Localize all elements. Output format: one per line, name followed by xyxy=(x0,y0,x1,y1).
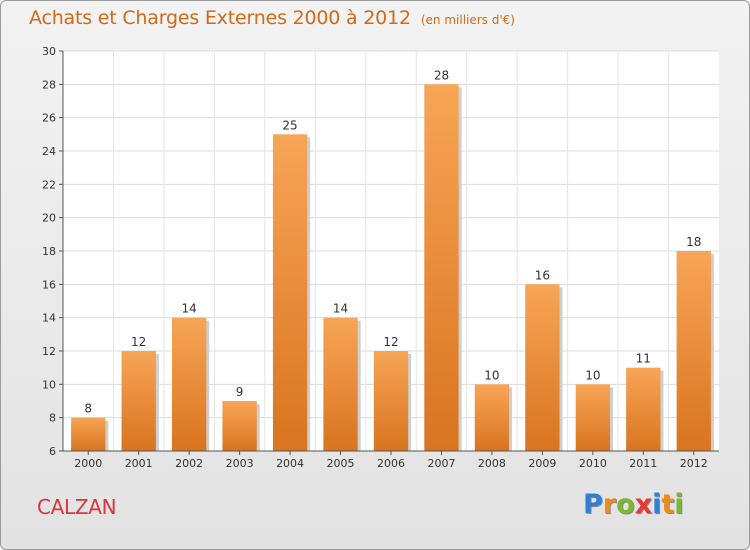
x-tick-label: 2006 xyxy=(377,457,405,470)
bar xyxy=(121,351,156,451)
bar xyxy=(525,284,560,451)
chart-subtitle: (en milliers d'€) xyxy=(420,13,515,27)
x-tick-label: 2000 xyxy=(74,457,102,470)
x-tick-label: 2011 xyxy=(629,457,657,470)
data-label: 25 xyxy=(282,118,297,132)
logo-letter: i xyxy=(652,489,662,520)
chart-title: Achats et Charges Externes 2000 à 2012 xyxy=(29,7,411,29)
data-label: 8 xyxy=(84,402,92,416)
y-tick-label: 10 xyxy=(42,378,56,391)
x-tick-label: 2003 xyxy=(226,457,254,470)
x-tick-label: 2008 xyxy=(478,457,506,470)
data-label: 10 xyxy=(484,368,499,382)
data-label: 28 xyxy=(434,68,449,82)
bar xyxy=(323,317,358,451)
bar xyxy=(71,417,106,451)
data-label: 14 xyxy=(333,302,348,316)
y-tick-label: 22 xyxy=(42,178,56,191)
x-tick-label: 2009 xyxy=(528,457,556,470)
y-tick-label: 24 xyxy=(42,145,56,158)
data-label: 12 xyxy=(383,335,398,349)
bar xyxy=(222,401,257,451)
city-name: CALZAN xyxy=(37,495,117,519)
data-label: 18 xyxy=(686,235,701,249)
y-tick-label: 16 xyxy=(42,278,56,291)
y-tick-label: 26 xyxy=(42,112,56,125)
bar xyxy=(676,251,711,451)
bar xyxy=(272,134,308,452)
y-tick-label: 30 xyxy=(42,45,56,58)
x-tick-label: 2012 xyxy=(680,457,708,470)
x-tick-label: 2002 xyxy=(175,457,203,470)
y-tick-label: 8 xyxy=(49,412,56,425)
x-tick-label: 2005 xyxy=(327,457,355,470)
bars-layer xyxy=(71,84,714,452)
logo-letter: t xyxy=(661,489,675,520)
x-tick-label: 2010 xyxy=(579,457,607,470)
logo-letter: P xyxy=(583,489,603,520)
axis-layer: 6 8 10 12 14 16 18 20 22 24 26 28 30 2000 2001 2002 2003… xyxy=(42,45,719,470)
logo-letter: o xyxy=(616,489,635,520)
bar xyxy=(474,384,510,451)
bar xyxy=(171,317,207,451)
x-tick-label: 2004 xyxy=(276,457,304,470)
logo-letter: r xyxy=(602,489,617,520)
data-label: 10 xyxy=(585,368,600,382)
data-label: 9 xyxy=(236,385,244,399)
bar xyxy=(626,367,661,451)
data-label: 11 xyxy=(636,352,651,366)
y-tick-label: 14 xyxy=(42,312,56,325)
logo-letter: x xyxy=(634,489,653,520)
grid-layer xyxy=(63,50,719,452)
y-tick-label: 12 xyxy=(42,345,56,358)
x-tick-label: 2001 xyxy=(125,457,153,470)
logo-letter: i xyxy=(674,489,684,520)
chart-title-group: Achats et Charges Externes 2000 à 2012 (e… xyxy=(29,7,515,29)
y-tick-label: 28 xyxy=(42,78,56,91)
bar xyxy=(424,84,459,451)
data-label: 16 xyxy=(535,268,550,282)
y-tick-label: 20 xyxy=(42,212,56,225)
data-label: 12 xyxy=(131,335,146,349)
x-tick-label: 2007 xyxy=(427,457,455,470)
bar xyxy=(373,351,409,451)
data-label: 14 xyxy=(182,302,197,316)
labels-layer: 8 12 14 9 25 14 12 28 10 16 10 11 18 xyxy=(84,68,701,415)
bar xyxy=(575,384,611,451)
proxiti-logo: Proxiti xyxy=(583,489,684,520)
y-tick-label: 18 xyxy=(42,245,56,258)
y-tick-label: 6 xyxy=(49,445,56,458)
